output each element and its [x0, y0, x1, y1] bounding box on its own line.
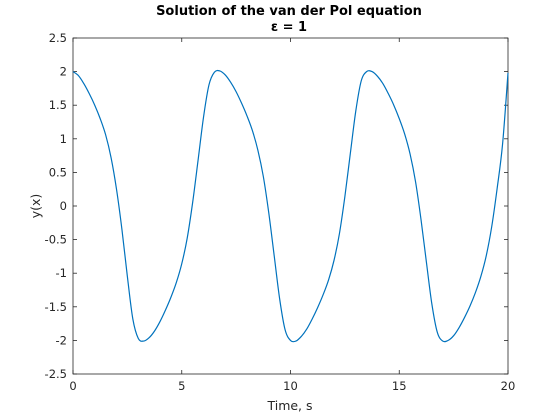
chart-subtitle: ε = 1	[271, 20, 307, 35]
x-tick-label: 5	[178, 379, 185, 393]
y-tick-label: 0.5	[49, 165, 67, 179]
x-tick-label: 0	[69, 379, 76, 393]
axes-box	[72, 37, 509, 375]
y-tick-label: 1.5	[49, 98, 67, 112]
y-tick-label: 2	[60, 65, 67, 79]
y-tick-label: -0.5	[45, 233, 67, 247]
y-tick-label: -1.5	[45, 300, 67, 314]
y-axis-ticks: 2.5 2 1.5 1 0.5 0 -0.5 -1 -1.5 -2 -2.5	[45, 31, 508, 381]
y-tick-label: -1	[56, 266, 67, 280]
y-tick-label: -2.5	[45, 367, 67, 381]
y-tick-label: -2	[56, 333, 67, 347]
chart-title: Solution of the van der Pol equation	[156, 4, 422, 19]
y-tick-label: 2.5	[49, 31, 67, 45]
y-tick-label: 0	[60, 199, 67, 213]
x-tick-label: 10	[283, 379, 298, 393]
x-tick-label: 20	[501, 379, 516, 393]
y-tick-label: 1	[60, 132, 67, 146]
y-axis-label: y(x)	[28, 194, 43, 219]
x-tick-label: 15	[392, 379, 407, 393]
plot-area: 0 5 10 15 20 2.5 2 1.5 1 0.5 0 -0.5 -1 -1.5 -2 -2.5	[45, 31, 516, 393]
series-line	[72, 69, 509, 343]
x-axis-ticks: 0 5 10 15 20	[69, 38, 515, 393]
x-axis-label: Time, s	[266, 398, 312, 413]
